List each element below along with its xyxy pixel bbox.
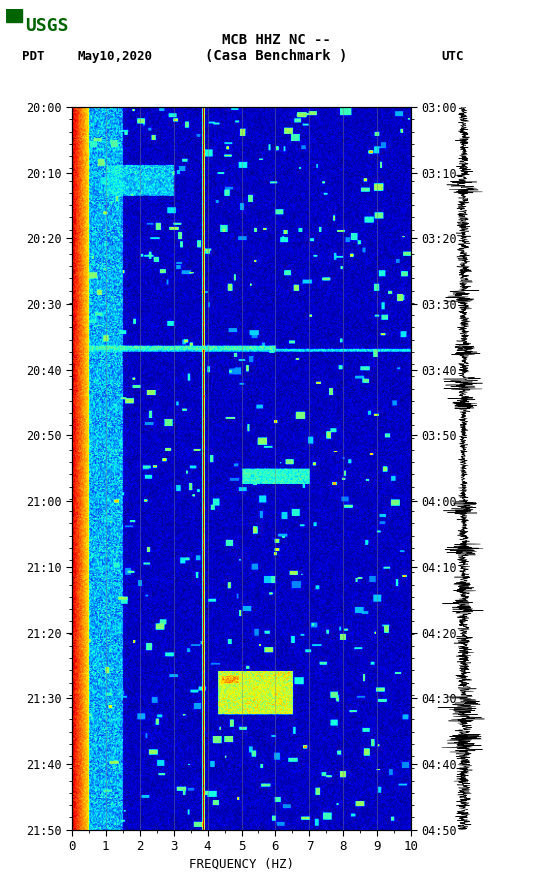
- Text: UTC: UTC: [442, 50, 464, 62]
- X-axis label: FREQUENCY (HZ): FREQUENCY (HZ): [189, 857, 294, 870]
- Polygon shape: [6, 9, 22, 22]
- Text: (Casa Benchmark ): (Casa Benchmark ): [205, 49, 347, 63]
- Text: USGS: USGS: [25, 17, 69, 35]
- Polygon shape: [6, 9, 22, 22]
- Text: May10,2020: May10,2020: [77, 50, 152, 62]
- Text: PDT: PDT: [22, 50, 45, 62]
- Text: MCB HHZ NC --: MCB HHZ NC --: [221, 33, 331, 47]
